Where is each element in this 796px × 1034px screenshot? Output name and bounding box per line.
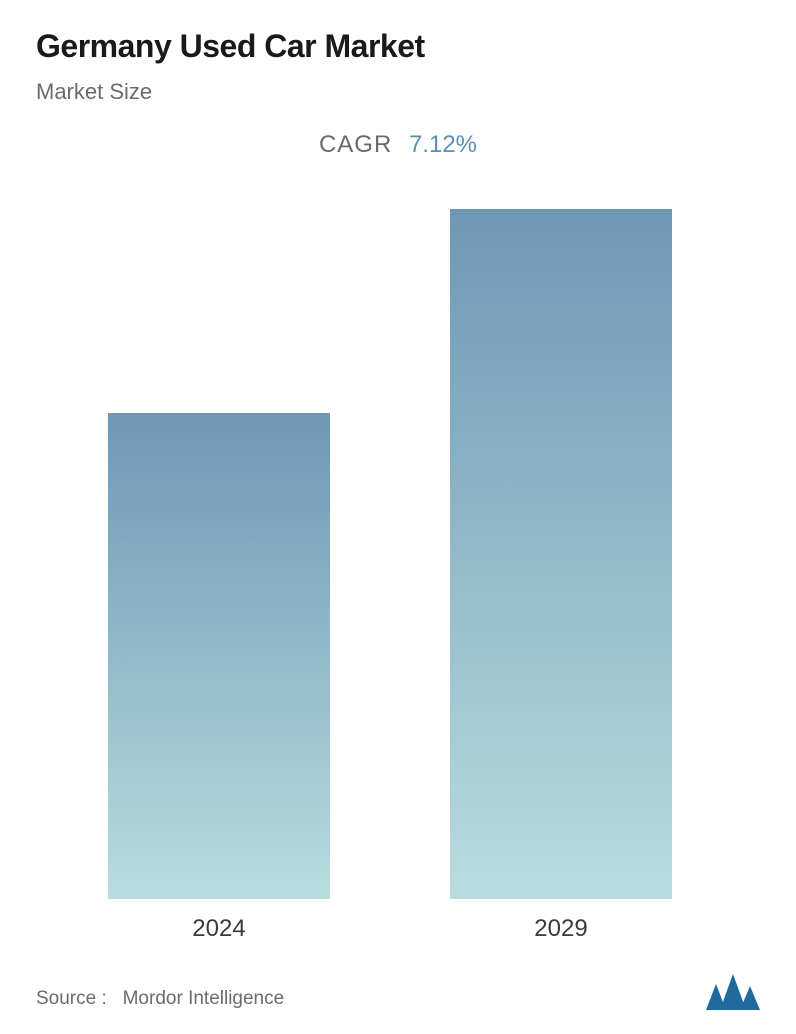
source-label: Source : (36, 988, 107, 1009)
source-attribution: Source : Mordor Intelligence (36, 988, 284, 1010)
chart-footer: Source : Mordor Intelligence (36, 974, 760, 1010)
source-value: Mordor Intelligence (123, 988, 285, 1009)
x-axis-label: 2024 (108, 915, 330, 943)
x-axis-label: 2029 (450, 915, 672, 943)
cagr-label: CAGR (319, 131, 392, 158)
mordor-logo-icon (706, 974, 760, 1010)
chart-title: Germany Used Car Market (36, 28, 760, 65)
bar-fill (108, 413, 330, 899)
cagr-row: CAGR 7.12% (36, 131, 760, 159)
bar-2029 (450, 209, 672, 899)
chart-plot-area: 2024 2029 (36, 209, 760, 899)
bar-fill (450, 209, 672, 899)
bar-2024 (108, 413, 330, 899)
chart-container: Germany Used Car Market Market Size CAGR… (0, 0, 796, 1034)
cagr-value: 7.12% (409, 131, 477, 158)
chart-subtitle: Market Size (36, 79, 760, 105)
